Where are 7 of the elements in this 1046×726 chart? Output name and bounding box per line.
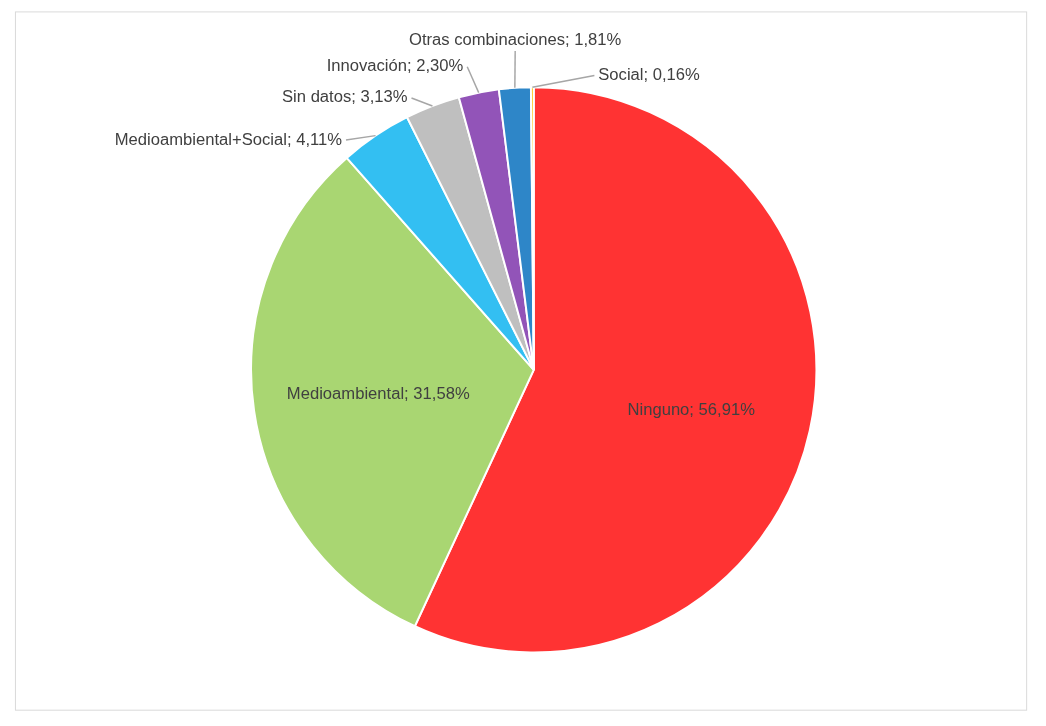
slice-label: Sin datos; 3,13% [282, 86, 408, 106]
slice-label: Medioambiental+Social; 4,11% [114, 129, 343, 149]
slice-label: Otras combinaciones; 1,81% [409, 30, 622, 50]
slice-label: Innovación; 2,30% [326, 55, 464, 75]
slice-label: Social; 0,16% [598, 65, 701, 85]
slice-label: Ninguno; 56,91% [627, 399, 756, 419]
slice-label: Medioambiental; 31,58% [286, 384, 470, 404]
